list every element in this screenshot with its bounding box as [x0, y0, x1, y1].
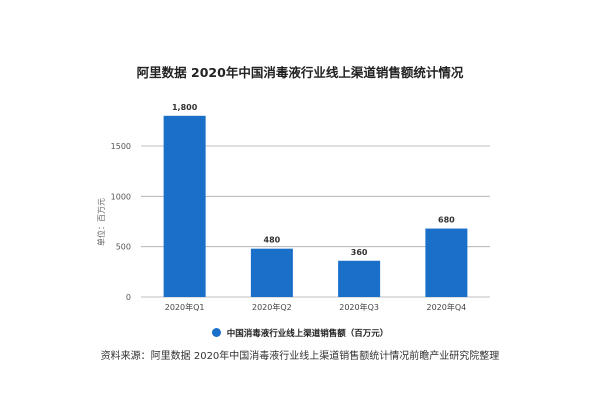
data-label: 680	[438, 216, 455, 225]
legend-marker	[211, 328, 221, 337]
legend: 中国消毒液行业线上渠道销售额（百万元）	[0, 327, 600, 339]
chart-title: 阿里数据 2020年中国消毒液行业线上渠道销售额统计情况	[136, 65, 464, 80]
bar	[338, 260, 381, 297]
bar	[250, 248, 293, 297]
x-tick-label: 2020年Q4	[427, 302, 467, 312]
y-tick-label: 500	[116, 243, 131, 252]
y-axis-label: 单位：百万元	[96, 198, 106, 246]
data-label: 480	[264, 236, 281, 245]
y-tick-label: 0	[126, 293, 131, 302]
data-label: 1,800	[172, 103, 198, 112]
x-tick-label: 2020年Q3	[339, 302, 379, 312]
x-tick-label: 2020年Q1	[165, 302, 205, 312]
y-tick-label: 1500	[111, 142, 131, 151]
source-note: 资料来源：阿里数据 2020年中国消毒液行业线上渠道销售额统计情况前瞻产业研究院…	[100, 351, 500, 362]
y-tick-label: 1000	[111, 192, 131, 201]
bar	[163, 115, 206, 297]
x-tick-label: 2020年Q2	[252, 302, 292, 312]
legend-label: 中国消毒液行业线上渠道销售额（百万元）	[226, 329, 389, 339]
data-label: 360	[351, 248, 368, 257]
bar	[425, 228, 468, 297]
